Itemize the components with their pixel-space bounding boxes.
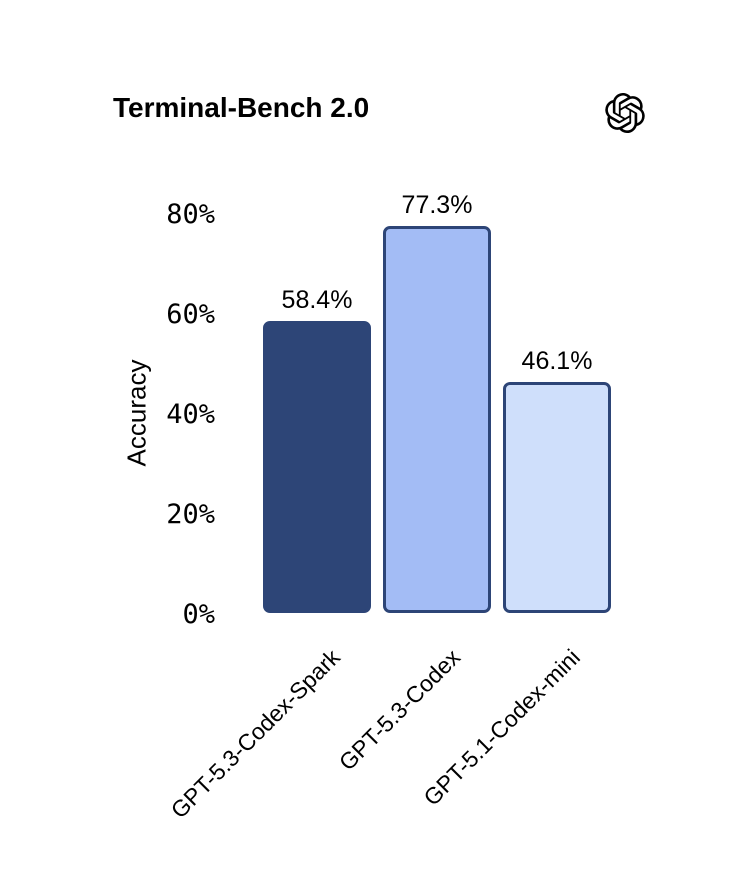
chart-title: Terminal-Bench 2.0 bbox=[113, 92, 370, 123]
value-label-gpt-5-3-codex-spark: 58.4% bbox=[281, 286, 353, 314]
y-tick-label-40: 40% bbox=[166, 399, 215, 430]
y-axis-title: Accuracy bbox=[121, 359, 152, 467]
value-label-gpt-5-3-codex: 77.3% bbox=[401, 191, 473, 219]
value-label-gpt-5-1-codex-mini: 46.1% bbox=[521, 347, 593, 375]
y-tick-label-20: 20% bbox=[166, 499, 215, 530]
y-tick-label-80: 80% bbox=[166, 199, 215, 230]
x-tick-label-gpt-5-3-codex-spark: GPT-5.3-Codex-Spark bbox=[166, 644, 346, 824]
bar-gpt-5-1-codex-mini bbox=[503, 382, 611, 613]
y-tick-label-0: 0% bbox=[182, 599, 215, 630]
bar-gpt-5-3-codex bbox=[383, 226, 491, 613]
bar-gpt-5-3-codex-spark bbox=[263, 321, 371, 613]
y-tick-label-60: 60% bbox=[166, 299, 215, 330]
openai-logo-icon bbox=[605, 93, 645, 134]
x-tick-label-gpt-5-3-codex: GPT-5.3-Codex bbox=[334, 644, 466, 776]
